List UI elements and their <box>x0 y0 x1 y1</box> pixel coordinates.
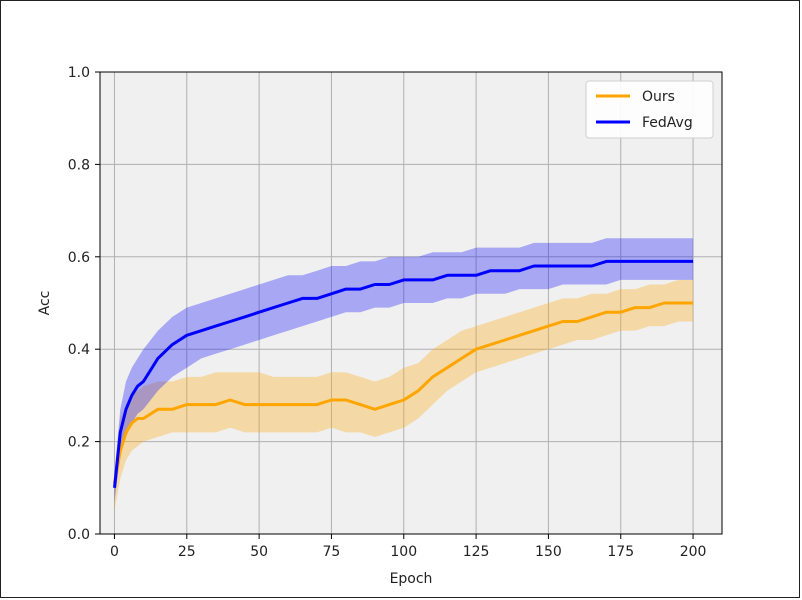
plot-border <box>99 71 723 535</box>
x-tick-label: 50 <box>250 544 268 560</box>
y-tick-label: 0.0 <box>68 527 90 543</box>
y-tick-label: 1.0 <box>68 65 90 81</box>
y-tick-label: 0.2 <box>68 435 90 451</box>
x-tick-label: 125 <box>463 544 490 560</box>
x-tick-label: 150 <box>535 544 562 560</box>
legend-label-ours: Ours <box>642 89 675 105</box>
y-tick-label: 0.4 <box>68 342 90 358</box>
y-tick-label: 0.8 <box>68 157 90 173</box>
x-tick-label: 200 <box>680 544 707 560</box>
x-tick-label: 75 <box>323 544 341 560</box>
line-ours <box>113 301 694 484</box>
legend-label-fedavg: FedAvg <box>642 115 693 131</box>
x-tick-label: 0 <box>110 544 119 560</box>
series-lines <box>113 259 694 488</box>
confidence-bands <box>114 238 694 511</box>
x-axis-label: Epoch <box>390 571 433 587</box>
x-tick-label: 100 <box>390 544 417 560</box>
x-tick-label: 25 <box>178 544 196 560</box>
axis-ticks: 0 25 50 75 100 125 150 175 200 0.0 0.2 0.4 0.6 0.8 1.0 <box>68 65 707 560</box>
legend: Ours FedAvg <box>585 80 714 139</box>
band-ours <box>114 279 694 511</box>
plot-area <box>100 72 722 534</box>
y-axis-label: Acc <box>37 291 53 316</box>
y-tick-label: 0.6 <box>68 250 90 266</box>
line-fedavg <box>113 259 694 488</box>
x-tick-label: 175 <box>607 544 634 560</box>
band-fedavg <box>114 238 694 502</box>
